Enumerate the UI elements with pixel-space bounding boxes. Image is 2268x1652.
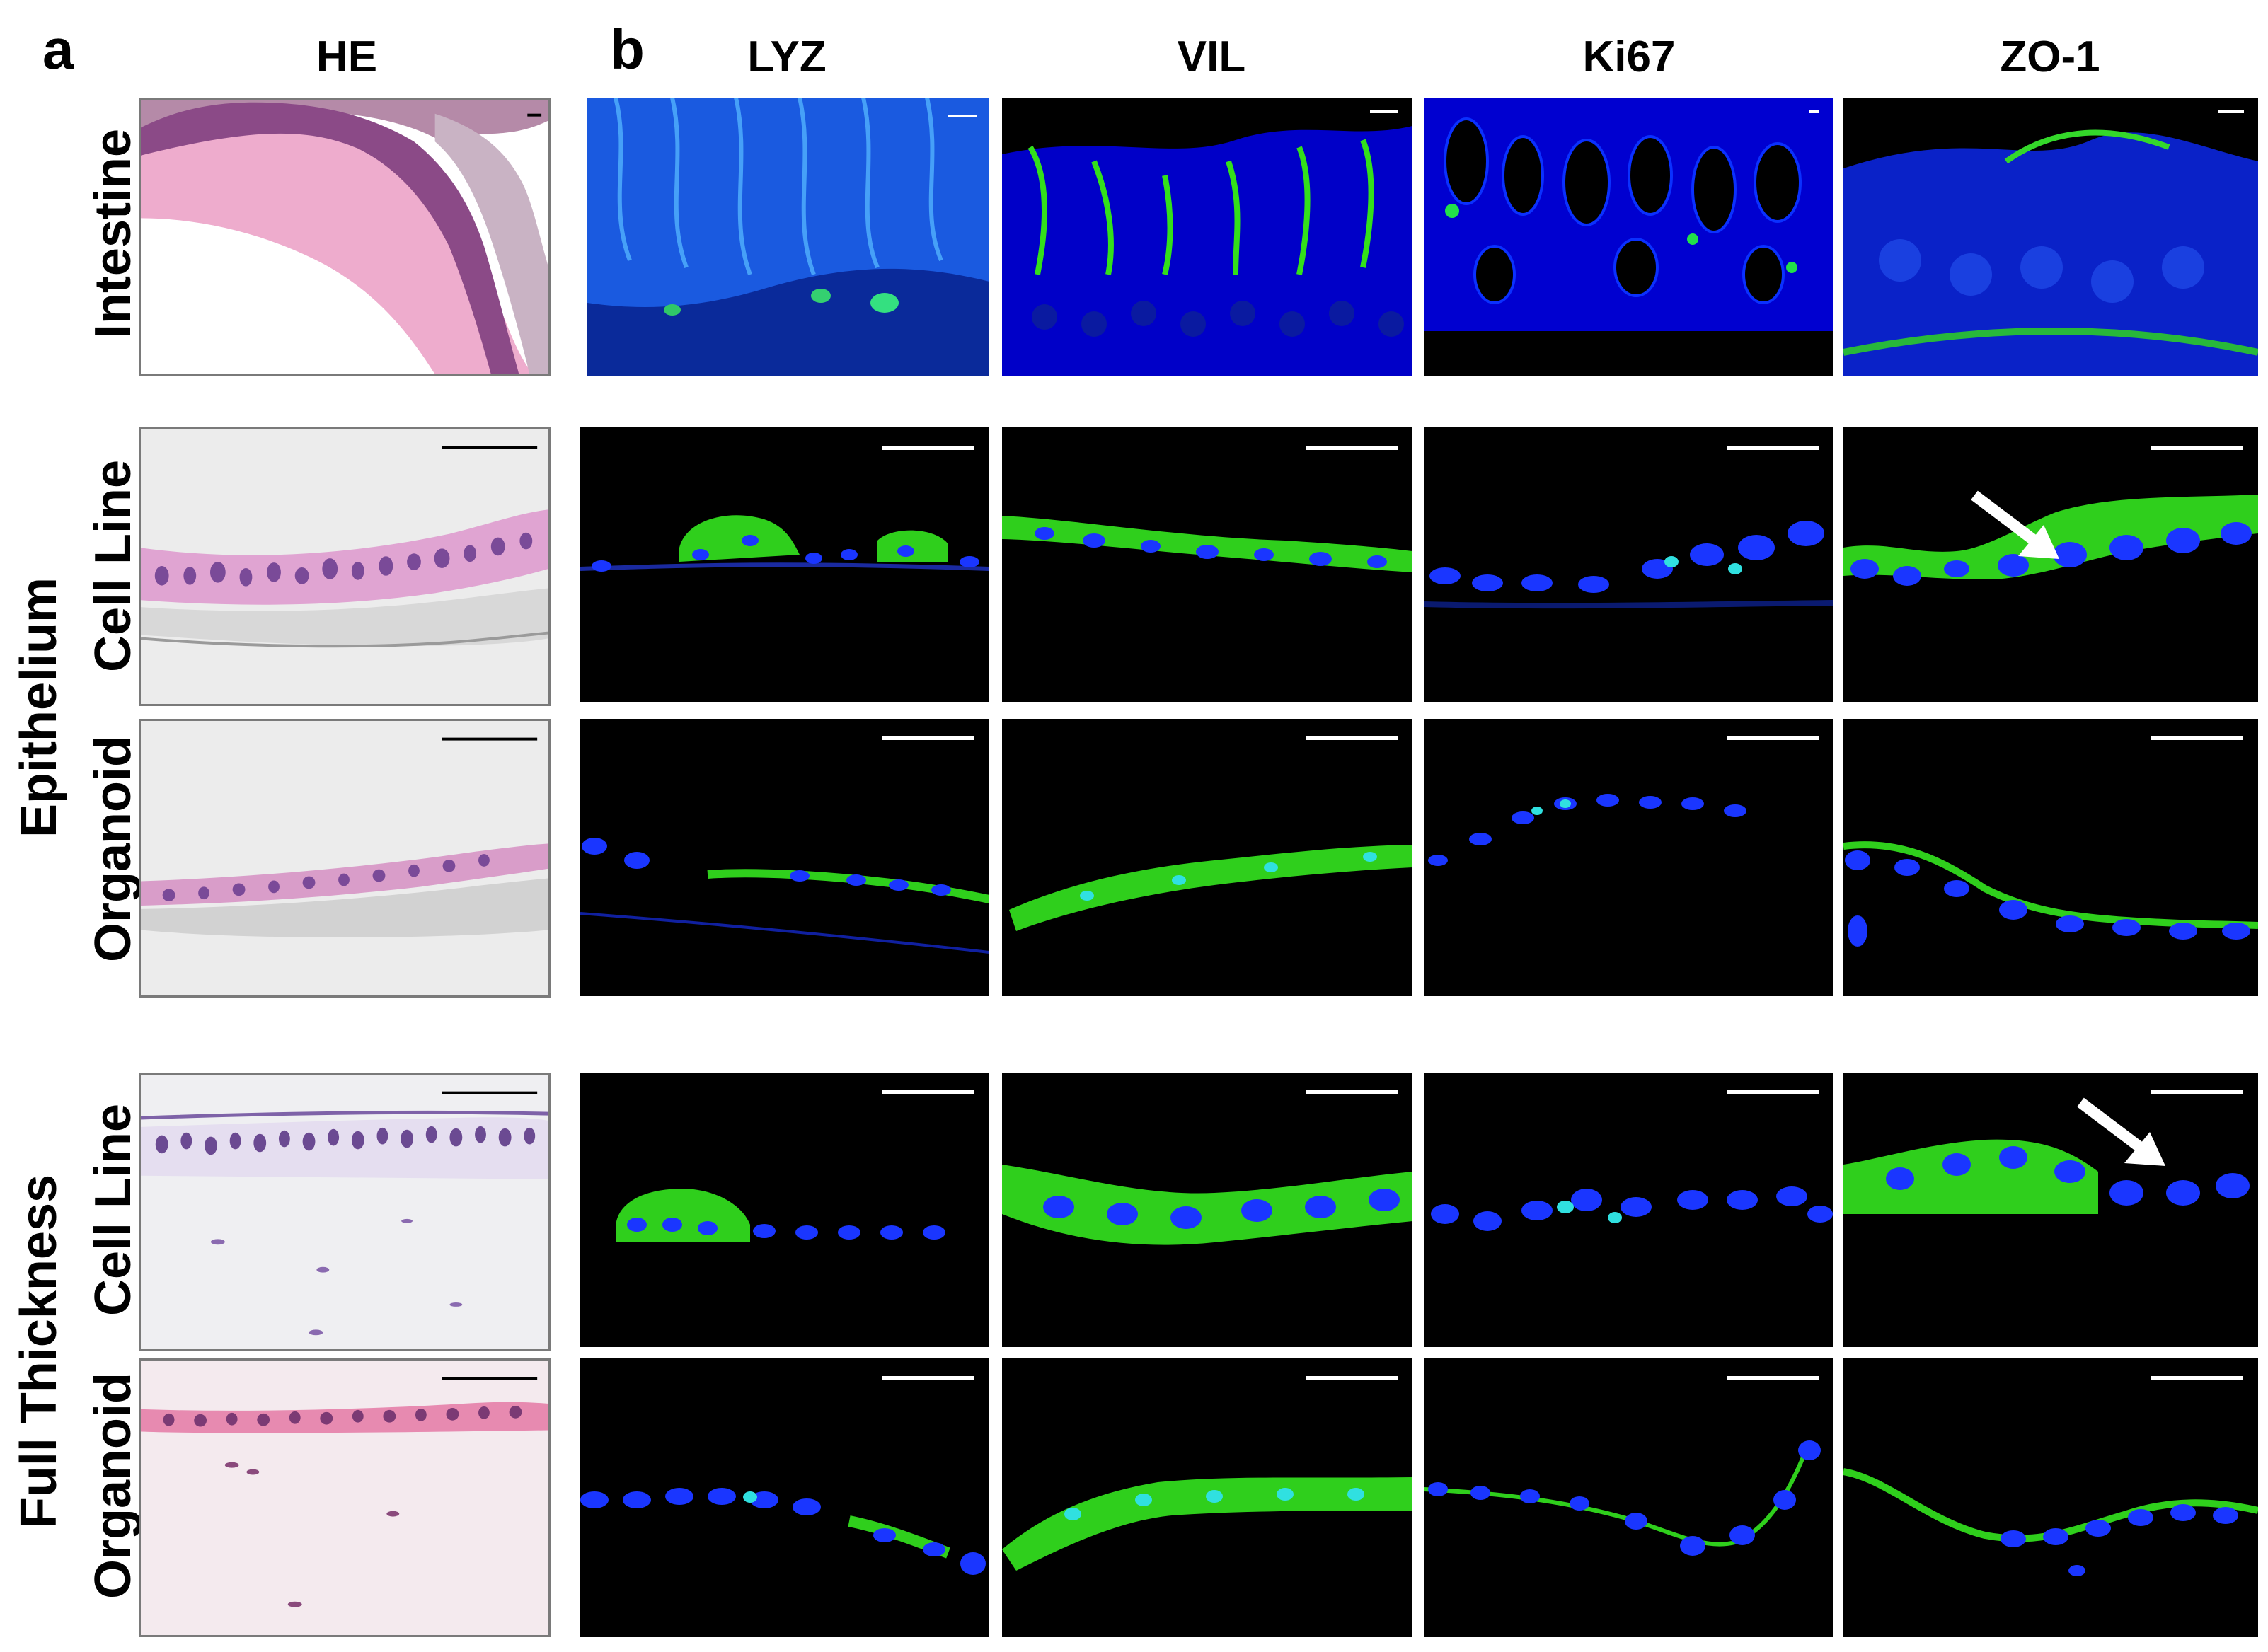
scale-bar [1306,1090,1398,1094]
scale-bar [882,1090,974,1094]
scale-bar [1306,736,1398,740]
he-epithelium-cell-line-image [139,427,551,706]
scale-bar [1727,1376,1819,1380]
if-intestine-vil-image [1002,98,1412,376]
scale-bar [2151,736,2243,740]
row-header-full-thickness-organoid: Organoid [85,1373,142,1599]
he-intestine-image [139,98,551,376]
if-epithelium-cell-line-zo1-image [1843,427,2258,702]
arrow-icon [1967,488,2073,566]
row-header-full-thickness-cell-line: Cell Line [85,1103,142,1317]
panel-label-b: b [610,18,645,81]
if-epithelium-cell-line-ki67-image [1424,427,1833,702]
row-header-intestine: Intestine [85,128,142,339]
if-full-thickness-cell-line-ki67-image [1424,1073,1833,1347]
row-header-epithelium: Epithelium [11,577,67,838]
row-header-full-thickness: Full Thickness [11,1174,67,1529]
arrow-icon [2073,1095,2180,1173]
if-full-thickness-organoid-zo1-image [1843,1358,2258,1637]
scale-bar [1727,736,1819,740]
scale-bar [1306,1376,1398,1380]
he-epithelium-organoid-image [139,719,551,998]
scale-bar [2151,446,2243,450]
if-epithelium-organoid-ki67-image [1424,719,1833,996]
row-header-epithelium-cell-line: Cell Line [85,459,142,673]
if-full-thickness-cell-line-vil-image [1002,1073,1412,1347]
column-header-he: HE [316,33,378,81]
if-intestine-zo1-image [1843,98,2258,376]
if-epithelium-organoid-lyz-image [580,719,989,996]
he-full-thickness-cell-line-image [139,1073,551,1351]
if-intestine-lyz-image [587,98,989,376]
if-epithelium-organoid-zo1-image [1843,719,2258,996]
scale-bar [882,1376,974,1380]
panel-label-a: a [42,18,74,81]
scale-bar [882,736,974,740]
row-header-epithelium-organoid: Organoid [85,736,142,962]
scale-bar [1727,446,1819,450]
scale-bar [882,446,974,450]
scale-bar [1727,1090,1819,1094]
if-intestine-ki67-image [1424,98,1833,376]
if-full-thickness-organoid-ki67-image [1424,1358,1833,1637]
column-header-vil: VIL [1177,33,1246,81]
if-epithelium-organoid-vil-image [1002,719,1412,996]
scale-bar [1306,446,1398,450]
if-epithelium-cell-line-lyz-image [580,427,989,702]
if-epithelium-cell-line-vil-image [1002,427,1412,702]
if-full-thickness-cell-line-lyz-image [580,1073,989,1347]
if-full-thickness-organoid-lyz-image [580,1358,989,1637]
if-full-thickness-organoid-vil-image [1002,1358,1412,1637]
if-full-thickness-cell-line-zo1-image [1843,1073,2258,1347]
column-header-zo1: ZO-1 [2000,33,2100,81]
scale-bar [2151,1090,2243,1094]
column-header-lyz: LYZ [747,33,827,81]
column-header-ki67: Ki67 [1582,33,1676,81]
scale-bar [2151,1376,2243,1380]
he-full-thickness-organoid-image [139,1358,551,1637]
